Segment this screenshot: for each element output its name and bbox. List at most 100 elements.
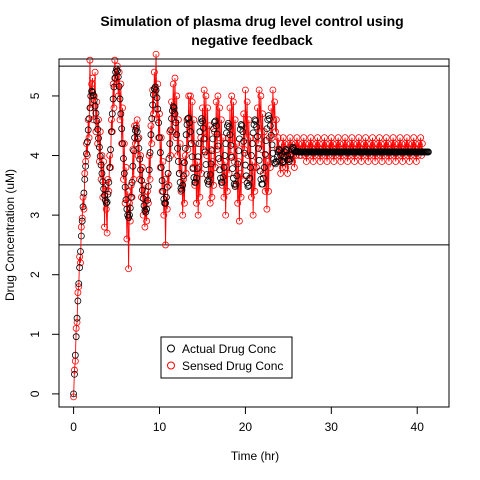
y-tick-label-5: 5: [28, 92, 42, 99]
sensed-point-143: [193, 199, 200, 207]
actual-point-252: [286, 155, 294, 163]
sensed-point-318: [343, 140, 351, 148]
sensed-point-67: [127, 181, 135, 189]
actual-point-86: [144, 196, 151, 204]
sensed-point-382: [398, 140, 406, 148]
sensed-point-216: [255, 86, 263, 94]
sensed-point-79: [138, 193, 145, 201]
actual-point-87: [144, 183, 152, 190]
sensed-point-74: [133, 116, 141, 124]
sensed-point-175: [220, 193, 228, 201]
actual-point-28: [94, 125, 102, 133]
sensed-point-359: [378, 158, 386, 165]
actual-point-100: [156, 134, 163, 142]
actual-point-209: [249, 129, 257, 137]
actual-point-129: [181, 159, 188, 167]
actual-point-203: [244, 183, 252, 190]
actual-point-101: [156, 149, 164, 156]
actual-point-205: [246, 174, 254, 182]
actual-point-215: [254, 144, 262, 152]
actual-point-136: [187, 128, 194, 136]
actual-point-59: [120, 170, 128, 177]
actual-point-148: [197, 119, 205, 127]
actual-point-248: [283, 147, 291, 155]
actual-point-164: [211, 118, 218, 126]
sensed-point-294: [322, 140, 330, 148]
actual-point-15: [83, 150, 90, 158]
actual-point-104: [159, 187, 167, 195]
actual-point-88: [145, 166, 153, 174]
actual-point-133: [184, 115, 192, 122]
sensed-point-127: [179, 211, 187, 219]
actual-point-127: [179, 181, 187, 189]
actual-point-29: [95, 134, 102, 142]
sensed-point-399: [412, 158, 420, 165]
actual-point-89: [146, 149, 154, 156]
actual-point-227: [265, 112, 273, 120]
actual-point-92: [149, 101, 157, 109]
actual-point-85: [143, 205, 151, 213]
sensed-point-144: [193, 158, 201, 165]
actual-point-224: [262, 137, 270, 145]
actual-point-7: [76, 264, 84, 271]
sensed-point-60: [121, 199, 129, 207]
sensed-point-156: [204, 104, 212, 112]
sensed-point-141: [191, 181, 199, 189]
sensed-point-161: [208, 193, 216, 201]
sensed-point-252: [286, 134, 294, 142]
sensed-point-25: [91, 68, 99, 76]
sensed-point-173: [218, 181, 226, 189]
sensed-point-39: [103, 229, 111, 237]
x-tick-label-0: 0: [70, 420, 77, 434]
actual-point-175: [220, 164, 228, 171]
actual-point-207: [248, 152, 255, 159]
actual-point-201: [242, 172, 250, 180]
y-axis: 0 1 2 3 4 5: [28, 92, 60, 397]
sensed-point-358: [377, 140, 385, 148]
sensed-point-120: [173, 92, 181, 100]
sensed-point-28: [94, 140, 102, 148]
actual-point-95: [151, 83, 159, 91]
actual-point-11: [79, 203, 87, 211]
actual-point-55: [117, 110, 125, 118]
actual-point-54: [116, 95, 124, 103]
sensed-point-179: [223, 187, 231, 195]
actual-point-43: [107, 146, 114, 153]
actual-point-222: [260, 164, 268, 171]
actual-point-190: [233, 172, 241, 180]
actual-point-114: [168, 115, 175, 122]
actual-point-25: [91, 102, 99, 110]
sensed-point-241: [277, 170, 285, 177]
sensed-point-185: [229, 140, 236, 148]
sensed-point-29: [95, 116, 102, 124]
sensed-point-300: [327, 134, 335, 142]
legend-label-sensed: Sensed Drug Conc: [182, 359, 283, 373]
actual-point-176: [221, 152, 229, 159]
actual-point-204: [245, 181, 253, 189]
sensed-point-219: [258, 146, 266, 153]
sensed-point-17: [84, 116, 92, 124]
sensed-point-396: [410, 134, 418, 142]
sensed-point-286: [315, 140, 323, 148]
y-axis-label: Drug Concentration (uM): [3, 169, 17, 301]
sensed-point-270: [302, 140, 309, 148]
sensed-point-105: [160, 211, 168, 219]
sensed-point-111: [165, 181, 173, 189]
sensed-point-334: [357, 140, 364, 148]
actual-point-97: [153, 94, 161, 102]
sensed-point-130: [181, 152, 189, 159]
sensed-point-235: [272, 128, 279, 136]
sensed-point-22: [89, 74, 96, 82]
actual-point-69: [129, 162, 137, 170]
y-tick-label-1: 1: [28, 331, 42, 338]
sensed-point-30: [95, 158, 103, 165]
sensed-point-170: [216, 104, 224, 112]
actual-point-52: [114, 73, 122, 81]
sensed-point-48: [111, 56, 119, 64]
sensed-point-182: [226, 104, 234, 112]
actual-point-144: [193, 165, 201, 173]
sensed-point-404: [417, 134, 425, 142]
actual-point-214: [254, 133, 261, 140]
sensed-point-152: [200, 86, 208, 94]
actual-point-2: [71, 351, 79, 359]
